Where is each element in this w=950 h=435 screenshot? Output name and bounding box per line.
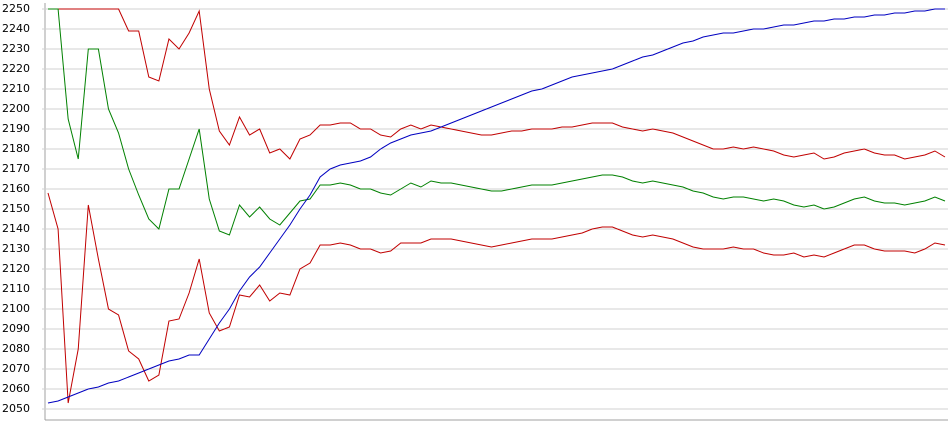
series-line	[48, 8, 946, 236]
y-tick-label: 2060	[2, 382, 30, 395]
y-tick-label: 2230	[2, 42, 30, 55]
y-tick-label: 2200	[2, 102, 30, 115]
y-tick-label: 2150	[2, 202, 30, 215]
y-tick-label: 2160	[2, 182, 30, 195]
y-tick-label: 2180	[2, 142, 30, 155]
y-tick-label: 2220	[2, 62, 30, 75]
y-tick-label: 2210	[2, 82, 30, 95]
y-tick-label: 2070	[2, 362, 30, 375]
y-tick-label: 2170	[2, 162, 30, 175]
y-tick-label: 2090	[2, 322, 30, 335]
series-line	[47, 192, 946, 404]
y-tick-label: 2240	[2, 22, 30, 35]
y-tick-label: 2140	[2, 222, 30, 235]
y-tick-label: 2250	[2, 2, 30, 15]
y-tick-label: 2190	[2, 122, 30, 135]
series-line	[47, 8, 945, 404]
y-tick-label: 2120	[2, 262, 30, 275]
y-tick-label: 2050	[2, 402, 30, 415]
y-tick-label: 2100	[2, 302, 30, 315]
y-tick-label: 2110	[2, 282, 30, 295]
series-line	[48, 8, 946, 160]
y-tick-label: 2080	[2, 342, 30, 355]
y-tick-label: 2130	[2, 242, 30, 255]
